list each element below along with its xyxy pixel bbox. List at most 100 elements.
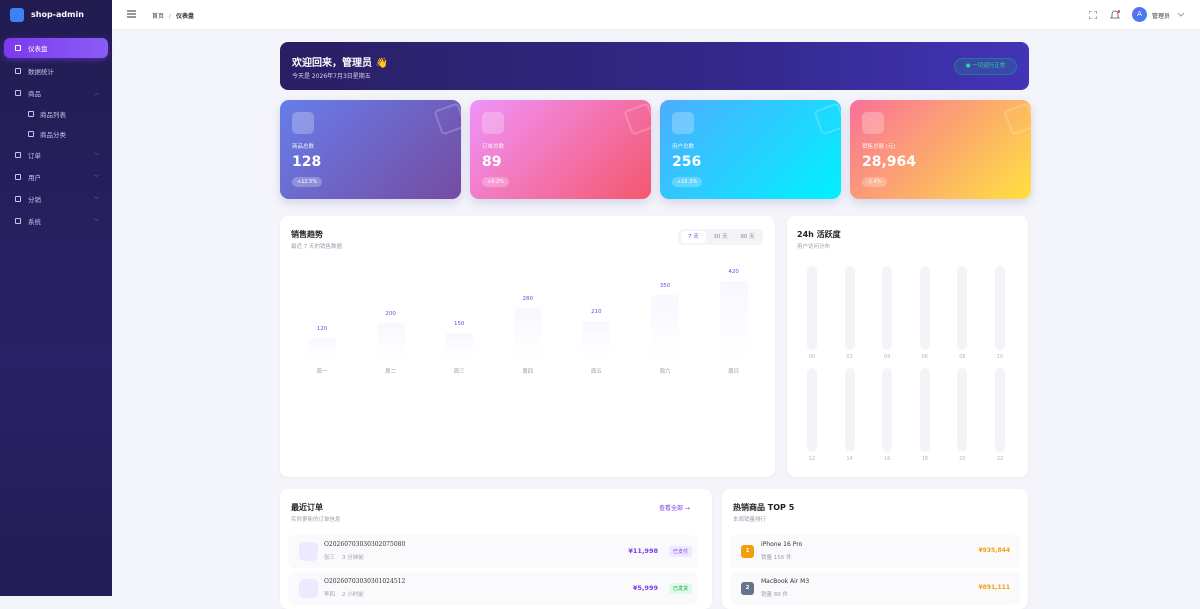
hour-label: 14 xyxy=(846,456,853,462)
product-name: iPhone 16 Pro xyxy=(761,541,803,548)
stat-icon-deco xyxy=(1003,102,1031,136)
activity-track xyxy=(919,368,930,452)
panel-title: 销售趋势 xyxy=(291,230,323,239)
order-time: 3 分钟前 xyxy=(342,555,364,561)
stat-label: 用户总数 xyxy=(672,144,695,150)
bell-icon[interactable] xyxy=(1110,10,1120,20)
submenu-item[interactable]: 商品列表 xyxy=(40,110,66,119)
menu-item[interactable]: 分销 xyxy=(28,196,41,204)
menu-item[interactable]: 用户 xyxy=(28,174,41,182)
stat-card: 订单总数 89 +8.2% xyxy=(470,100,651,199)
chevron: ﹀ xyxy=(94,197,100,203)
hour-label: 08 xyxy=(959,354,966,360)
menu-item[interactable]: 订单 xyxy=(28,152,41,160)
hour-label: 00 xyxy=(808,354,816,360)
activity-track xyxy=(882,368,893,452)
menu-item[interactable]: 仪表盘 xyxy=(4,38,108,58)
range-tab[interactable]: 90 天 xyxy=(740,234,755,240)
order-icon xyxy=(299,542,318,561)
order-customer: 张三 xyxy=(324,555,336,561)
stat-value: 28,964 xyxy=(862,154,917,170)
activity-track xyxy=(957,266,968,350)
value-label: 280 xyxy=(522,295,534,302)
menu-item[interactable]: 商品 xyxy=(28,90,41,98)
stat-label: 商品总数 xyxy=(292,144,315,150)
menu-icon xyxy=(15,90,21,96)
order-time: 2 小时前 xyxy=(342,592,364,598)
brand: shop-admin xyxy=(31,10,84,19)
activity-track xyxy=(807,266,817,350)
hour-label: 18 xyxy=(921,456,928,462)
value-label: 120 xyxy=(316,326,328,333)
status-badge: ● 一切运行正常 xyxy=(954,58,1017,75)
product-row[interactable] xyxy=(730,535,1020,568)
x-label: 周三 xyxy=(453,369,465,375)
menu-item[interactable]: 系统 xyxy=(28,218,41,226)
activity-track xyxy=(919,266,930,350)
submenu-item[interactable]: 商品分类 xyxy=(40,130,66,139)
view-all-link[interactable]: 查看全部 → xyxy=(659,505,690,512)
activity-track xyxy=(882,266,893,350)
order-customer: 李四 xyxy=(324,592,336,598)
bar xyxy=(376,323,405,361)
avatar[interactable]: A xyxy=(1132,7,1147,22)
breadcrumb: 首页 / 仪表盘 xyxy=(152,11,194,20)
menu-toggle[interactable] xyxy=(127,10,136,18)
order-id: O20260703030302075080 xyxy=(324,541,406,548)
activity-track xyxy=(844,266,855,350)
order-amount: ¥5,999 xyxy=(632,584,658,592)
welcome-banner: 欢迎回来，管理员 👋 今天是 2026年7月3日星期五 ● 一切运行正常 xyxy=(280,42,1029,90)
status-text: 一切运行正常 xyxy=(972,63,1006,69)
hour-label: 16 xyxy=(884,456,891,462)
sales-panel: 销售趋势 最近 7 天的销售数据 7 天 30 天 90 天 120 周一 200 周二 15… xyxy=(280,216,775,477)
activity-track xyxy=(995,368,1005,452)
top-products-panel: 热销商品 TOP 5 本周销量排行 1 iPhone 16 Pro 销量 156 件… xyxy=(722,489,1028,609)
value-label: 150 xyxy=(453,320,465,327)
panel-subtitle: 实时更新的订单信息 xyxy=(291,517,341,523)
breadcrumb-item[interactable]: 首页 xyxy=(152,13,165,20)
product-sales: 销量 156 件 xyxy=(761,555,792,561)
hour-label: 10 xyxy=(996,354,1004,360)
bar xyxy=(582,321,611,361)
stat-change: +12.5% xyxy=(292,177,323,187)
orders-panel: 最近订单 实时更新的订单信息 查看全部 → O20260703030302075… xyxy=(280,489,712,609)
x-label: 周二 xyxy=(385,369,397,375)
chevron: ﹀ xyxy=(94,175,100,181)
submenu-icon xyxy=(28,131,34,137)
range-tab[interactable]: 7 天 xyxy=(681,231,706,243)
menu-icon xyxy=(15,68,21,74)
menu-icon xyxy=(15,174,21,180)
stat-card: 销售总额 (元) 28,964 -2.4% xyxy=(850,100,1031,199)
stat-value: 256 xyxy=(672,154,702,170)
fullscreen-icon[interactable] xyxy=(1089,11,1097,19)
hour-label: 12 xyxy=(808,456,816,462)
range-tabs: 7 天 30 天 90 天 xyxy=(678,229,763,245)
hour-label: 22 xyxy=(996,456,1004,462)
value-label: 350 xyxy=(659,282,671,289)
welcome-title: 欢迎回来，管理员 👋 xyxy=(292,58,388,69)
user-name[interactable]: 管理员 xyxy=(1152,13,1171,20)
menu-icon xyxy=(15,152,21,158)
breadcrumb-item: 仪表盘 xyxy=(176,13,195,20)
chevron: ﹀ xyxy=(94,219,100,225)
stat-card: 用户总数 256 +15.3% xyxy=(660,100,841,199)
panel-title: 热销商品 TOP 5 xyxy=(733,503,795,512)
bar xyxy=(308,338,336,361)
stat-icon xyxy=(672,112,694,134)
stat-icon xyxy=(862,112,884,134)
menu-item[interactable]: 数据统计 xyxy=(28,68,54,76)
bar xyxy=(445,332,474,361)
stat-change: +8.2% xyxy=(482,177,509,187)
activity-track xyxy=(807,368,817,452)
panel-subtitle: 最近 7 天的销售数据 xyxy=(291,244,342,250)
bar xyxy=(719,281,748,361)
stat-label: 订单总数 xyxy=(482,144,505,150)
activity-track xyxy=(995,266,1005,350)
value-label: 200 xyxy=(385,311,396,317)
range-tab[interactable]: 30 天 xyxy=(713,234,728,240)
x-label: 周四 xyxy=(522,369,534,375)
order-row[interactable] xyxy=(288,535,698,568)
stat-icon-deco xyxy=(623,102,651,136)
value-label: 210 xyxy=(591,309,602,316)
stat-value: 128 xyxy=(292,154,322,170)
